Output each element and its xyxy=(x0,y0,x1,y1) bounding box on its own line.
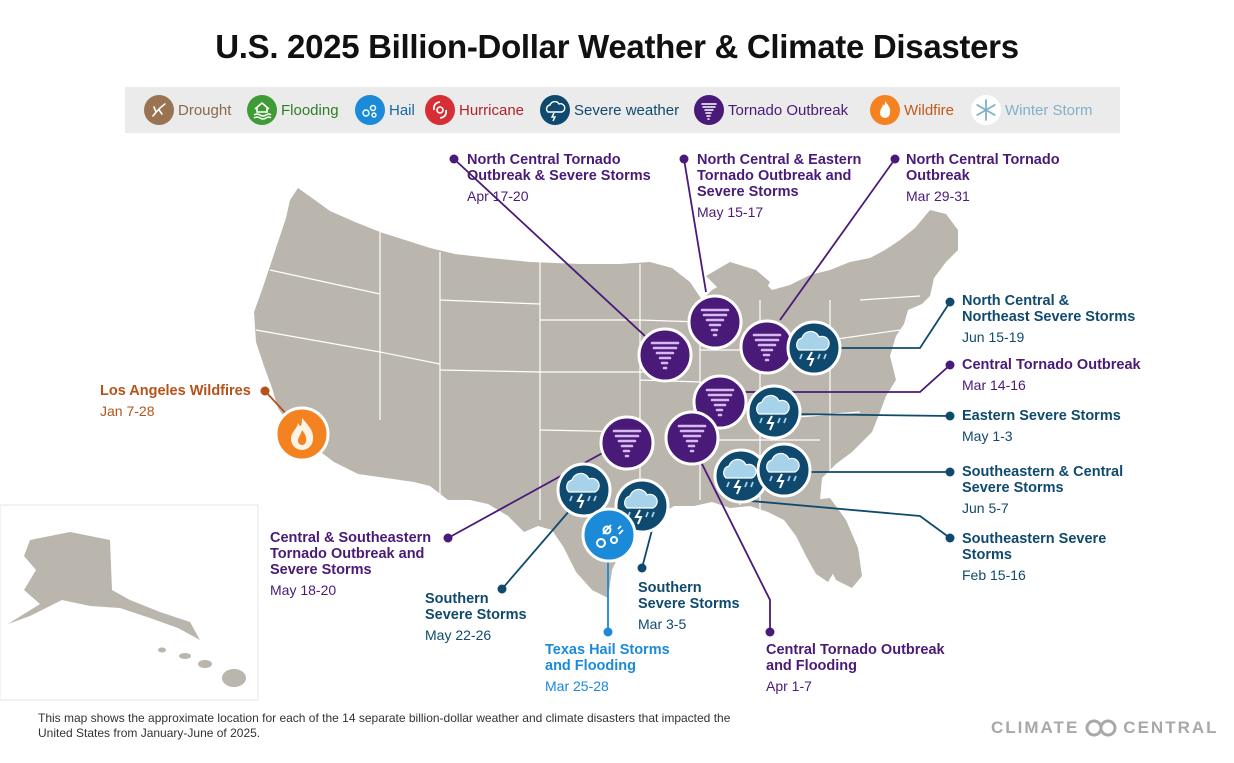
tornado-icon xyxy=(694,95,724,125)
legend-label: Flooding xyxy=(281,101,339,119)
callout-title: Southeastern Severe Storms xyxy=(962,531,1107,563)
legend-item-wildfire: Wildfire xyxy=(869,94,954,126)
legend-label: Wildfire xyxy=(904,101,955,119)
wildfire-icon xyxy=(870,95,900,125)
marker-severe-jun-15-19[interactable] xyxy=(786,320,842,376)
callout-los-angeles-wildfires[interactable]: Los Angeles Wildfires Jan 7-28 xyxy=(100,383,251,419)
callout-dates: May 1-3 xyxy=(962,428,1013,444)
marker-tornado-apr-1-7[interactable] xyxy=(664,410,720,466)
hawaii-islands xyxy=(158,647,246,687)
callout-central-southeastern-tornado[interactable]: Central & Southeastern Tornado Outbreak … xyxy=(270,530,431,598)
climate-central-logo: CLIMATE CENTRAL xyxy=(991,718,1219,738)
callout-north-central-tornado-outbreak[interactable]: North Central Tornado Outbreak Mar 29-31 xyxy=(906,152,1060,204)
callout-title: Texas Hail Storms and Flooding xyxy=(545,642,670,674)
leader-dots xyxy=(260,154,955,637)
legend-label: Tornado Outbreak xyxy=(728,101,849,119)
callout-central-tornado-flooding[interactable]: Central Tornado Outbreak and Flooding Ap… xyxy=(766,642,945,694)
callout-dates: Apr 1-7 xyxy=(766,678,812,694)
callout-eastern-severe-storms[interactable]: Eastern Severe Storms May 1-3 xyxy=(962,408,1121,444)
legend-item-hail: Hail xyxy=(354,94,415,126)
callout-north-central-tornado-severe[interactable]: North Central Tornado Outbreak & Severe … xyxy=(467,152,651,204)
callout-dates: May 15-17 xyxy=(697,204,764,220)
legend-label: Severe weather xyxy=(574,101,680,119)
legend-label: Winter Storm xyxy=(1005,101,1093,119)
callout-title: Los Angeles Wildfires xyxy=(100,383,251,399)
legend-label: Hail xyxy=(389,101,415,119)
callout-title: Southeastern & Central Severe Storms xyxy=(962,464,1124,496)
callout-dates: Jan 7-28 xyxy=(100,403,155,419)
callout-southeastern-severe-storms[interactable]: Southeastern Severe Storms Feb 15-16 xyxy=(962,531,1106,583)
callout-title: Southern Severe Storms xyxy=(425,591,527,623)
callout-north-central-eastern-tornado[interactable]: North Central & Eastern Tornado Outbreak… xyxy=(697,152,861,220)
callout-southeastern-central-severe[interactable]: Southeastern & Central Severe Storms Jun… xyxy=(962,464,1123,516)
brand-right: CENTRAL xyxy=(1123,718,1219,737)
legend-label: Drought xyxy=(178,101,232,119)
hail-icon xyxy=(355,95,385,125)
alaska-landmass xyxy=(8,532,200,640)
map-title: U.S. 2025 Billion-Dollar Weather & Clima… xyxy=(215,28,1019,65)
legend-item-tornado: Tornado Outbreak xyxy=(693,94,848,126)
marker-severe-jun-5-7[interactable] xyxy=(756,442,812,498)
brand-left: CLIMATE xyxy=(991,718,1080,737)
callout-dates: Mar 3-5 xyxy=(638,616,687,632)
legend-item-winter-storm: Winter Storm xyxy=(970,94,1093,126)
logo-mark-icon xyxy=(1085,719,1117,737)
callout-dates: May 22-26 xyxy=(425,627,492,643)
callout-title: North Central & Northeast Severe Storms xyxy=(962,293,1136,325)
flooding-icon xyxy=(247,95,277,125)
legend-item-hurricane: Hurricane xyxy=(424,94,524,126)
callout-title: Eastern Severe Storms xyxy=(962,408,1121,424)
drought-icon xyxy=(144,95,174,125)
hurricane-icon xyxy=(425,95,455,125)
legend-item-flooding: Flooding xyxy=(246,94,339,126)
callout-southern-severe-may[interactable]: Southern Severe Storms May 22-26 xyxy=(425,591,527,643)
callout-dates: Mar 29-31 xyxy=(906,188,970,204)
marker-tornado-apr-17-20[interactable] xyxy=(637,327,693,383)
callout-title: North Central Tornado Outbreak xyxy=(906,152,1060,184)
callout-dates: Jun 15-19 xyxy=(962,329,1025,345)
leader-lines xyxy=(264,158,951,632)
callout-dates: Apr 17-20 xyxy=(467,188,529,204)
callout-dates: Mar 25-28 xyxy=(545,678,609,694)
severe-weather-icon xyxy=(540,95,570,125)
callout-texas-hail-flooding[interactable]: Texas Hail Storms and Flooding Mar 25-28 xyxy=(545,642,670,694)
michigan-landmass xyxy=(706,262,772,330)
legend-label: Hurricane xyxy=(459,101,525,119)
footnote: This map shows the approximate location … xyxy=(38,711,731,740)
marker-tornado-mar-29-31[interactable] xyxy=(739,319,795,375)
marker-severe-may-22-26[interactable] xyxy=(556,462,612,518)
marker-hail-mar-25-28[interactable] xyxy=(581,507,637,563)
legend-bar: Drought Flooding Hail Hurricane xyxy=(125,87,1120,133)
callout-title: Central Tornado Outbreak and Flooding xyxy=(766,642,945,674)
winter-storm-icon xyxy=(971,95,1001,125)
callout-title: Central & Southeastern Tornado Outbreak … xyxy=(270,530,432,578)
callout-title: Central Tornado Outbreak xyxy=(962,357,1141,373)
event-markers xyxy=(274,294,842,563)
callout-central-tornado-outbreak[interactable]: Central Tornado Outbreak Mar 14-16 xyxy=(962,357,1141,393)
marker-tornado-may-15-17[interactable] xyxy=(687,294,743,350)
florida-landmass xyxy=(812,498,862,588)
callout-dates: Feb 15-16 xyxy=(962,567,1026,583)
callout-dates: May 18-20 xyxy=(270,582,337,598)
callout-title: North Central Tornado Outbreak & Severe … xyxy=(467,152,651,184)
callout-title: North Central & Eastern Tornado Outbreak… xyxy=(697,152,862,200)
legend-item-drought: Drought xyxy=(143,94,231,126)
callout-north-central-northeast-severe[interactable]: North Central & Northeast Severe Storms … xyxy=(962,293,1135,345)
callout-dates: Mar 14-16 xyxy=(962,377,1026,393)
marker-tornado-may-18-20[interactable] xyxy=(599,415,655,471)
legend-item-severe-weather: Severe weather xyxy=(539,94,679,126)
callout-southern-severe-mar[interactable]: Southern Severe Storms Mar 3-5 xyxy=(638,580,740,632)
callout-title: Southern Severe Storms xyxy=(638,580,740,612)
marker-wildfire-los-angeles[interactable] xyxy=(274,406,330,462)
callout-dates: Jun 5-7 xyxy=(962,500,1009,516)
marker-severe-may-1-3[interactable] xyxy=(746,384,802,440)
